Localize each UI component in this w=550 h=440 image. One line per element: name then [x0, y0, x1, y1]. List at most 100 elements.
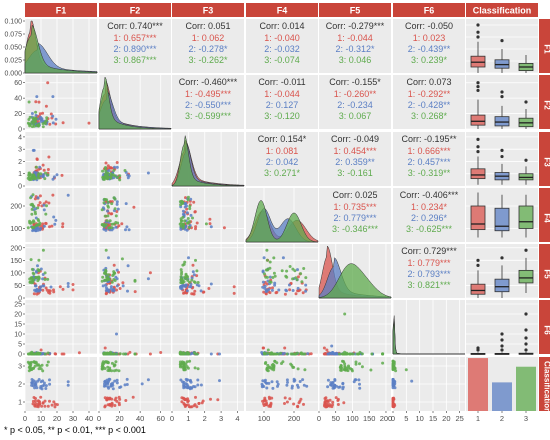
- strip-point-group-2: [333, 379, 337, 382]
- scatter-point-group-2: [218, 352, 221, 356]
- scatter-point-group-2: [262, 256, 266, 260]
- strip-point-group-3: [303, 368, 307, 372]
- strip-point-group-2: [218, 379, 221, 383]
- strip-point-group-3: [339, 368, 343, 372]
- scatter-point-group-2: [34, 270, 38, 274]
- strip-top-label-f5: F5: [350, 6, 361, 16]
- strip-point-group-1: [131, 395, 135, 399]
- scatter-point-group-1: [54, 352, 58, 356]
- scatter-point-group-2: [39, 115, 43, 119]
- panel-background: [99, 188, 171, 242]
- scatter-point-group-3: [360, 352, 364, 356]
- strip-point-group-3: [345, 366, 349, 370]
- y-tick-label-f2: 60: [14, 80, 22, 87]
- scatter-point-group-3: [299, 272, 303, 276]
- panel-f4-f2: [98, 188, 171, 242]
- strip-point-group-2: [270, 380, 274, 384]
- scatter-point-group-2: [115, 200, 119, 204]
- scatter-point-group-3: [284, 274, 288, 278]
- scatter-point-group-1: [35, 158, 39, 161]
- strip-point-group-1: [124, 399, 128, 402]
- scatter-point-group-3: [44, 171, 47, 175]
- scatter-point-group-1: [262, 290, 266, 294]
- scatter-point-group-2: [38, 288, 42, 292]
- strip-point-group-2: [104, 381, 108, 385]
- strip-point-group-3: [292, 365, 296, 369]
- box-outlier: [524, 248, 528, 252]
- box-outlier: [524, 100, 528, 104]
- corr-group-2: 2: 0.890***: [113, 44, 157, 54]
- x-tick-label-f1: 0: [23, 414, 27, 423]
- scatter-point-group-2: [261, 269, 265, 273]
- box-outlier: [524, 312, 528, 316]
- scatter-point-group-3: [108, 219, 112, 223]
- strip-point-group-3: [404, 368, 408, 372]
- corr-group-1: 1: 0.657***: [113, 33, 157, 43]
- y-tick-label-f5: 200: [10, 245, 22, 252]
- strip-point-group-3: [106, 365, 110, 369]
- strip-point-group-2: [271, 386, 275, 390]
- y-tick-label-f3: 4: [18, 134, 22, 141]
- strip-point-group-1: [216, 398, 220, 402]
- scatter-point-group-3: [288, 265, 292, 268]
- scatter-point-group-2: [115, 268, 119, 272]
- scatter-point-group-3: [37, 173, 40, 177]
- corr-group-2: 2: -0.312*: [335, 44, 375, 54]
- scatter-point-group-2: [124, 202, 128, 206]
- strip-point-group-2: [196, 383, 200, 387]
- scatter-point-group-3: [179, 217, 183, 221]
- scatter-point-group-3: [295, 278, 299, 282]
- strip-point-group-1: [46, 404, 50, 408]
- scatter-point-group-2: [52, 175, 56, 179]
- strip-point-group-3: [117, 369, 121, 373]
- scatter-point-group-1: [132, 205, 136, 209]
- strip-point-group-3: [391, 366, 395, 370]
- scatter-point-group-3: [181, 279, 185, 283]
- strip-top-label-classification: Classification: [473, 6, 532, 16]
- scatter-point-group-2: [51, 95, 55, 99]
- strip-right-f3: [539, 132, 550, 186]
- scatter-point-group-2: [185, 289, 189, 293]
- scatter-point-group-1: [296, 275, 300, 279]
- strip-point-group-1: [264, 403, 268, 407]
- scatter-point-group-3: [190, 278, 194, 282]
- scatter-point-group-3: [100, 223, 104, 227]
- scatter-point-group-2: [115, 165, 119, 169]
- panel-f4-f5: Corr: 0.025 1: 0.735***2: 0.779***3: -0.3…: [319, 188, 391, 242]
- scatter-point-group-1: [121, 281, 125, 285]
- scatter-point-group-1: [262, 346, 265, 350]
- scatter-point-group-3: [29, 258, 33, 262]
- strip-point-group-1: [180, 400, 184, 404]
- scatter-point-group-2: [115, 284, 119, 288]
- strip-point-group-3: [112, 364, 116, 368]
- strip-point-group-2: [330, 384, 334, 387]
- scatter-point-group-3: [112, 169, 116, 172]
- scatter-point-group-1: [47, 201, 51, 205]
- scatter-point-group-3: [116, 175, 119, 179]
- scatter-point-group-2: [126, 264, 130, 268]
- panel-background: [246, 75, 318, 129]
- scatter-point-group-2: [285, 289, 288, 293]
- scatter-point-group-1: [194, 227, 197, 231]
- scatter-point-group-2: [306, 352, 310, 356]
- strip-point-group-1: [334, 396, 338, 400]
- scatter-point-group-2: [41, 277, 45, 281]
- corr-group-3: 3: -0.120: [264, 111, 300, 121]
- scatter-point-group-3: [266, 267, 270, 271]
- scatter-point-group-3: [106, 171, 110, 175]
- strip-point-group-3: [296, 367, 300, 371]
- density-group-3: [392, 319, 465, 355]
- scatter-point-group-1: [115, 288, 118, 292]
- scatter-point-group-3: [133, 278, 137, 282]
- box-outlier: [476, 346, 480, 350]
- strip-point-group-1: [285, 400, 289, 404]
- scatter-point-group-3: [34, 224, 38, 228]
- scatter-point-group-3: [381, 352, 385, 356]
- strip-point-group-2: [261, 379, 265, 383]
- scatter-point-group-2: [185, 204, 188, 208]
- scatter-point-group-3: [303, 352, 307, 356]
- strip-point-group-3: [354, 360, 358, 364]
